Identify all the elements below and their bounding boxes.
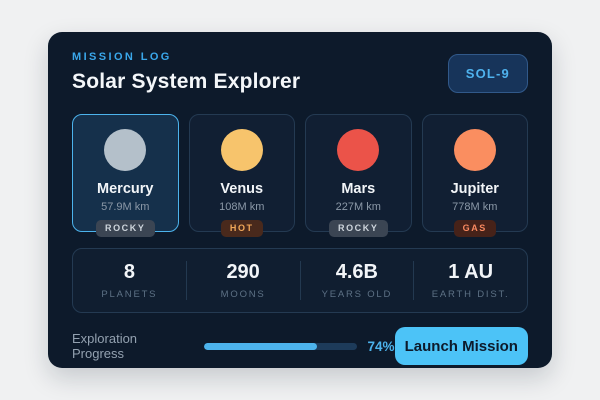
planet-card-mars[interactable]: Mars 227M km ROCKY (305, 114, 412, 237)
stat-label: YEARS OLD (321, 289, 393, 300)
header-text: MISSION LOG Solar System Explorer (72, 52, 300, 94)
launch-mission-button[interactable]: Launch Mission (394, 327, 528, 365)
planet-tag: HOT (220, 220, 263, 237)
planet-distance: 778M km (452, 201, 498, 213)
planet-distance: 227M km (335, 201, 381, 213)
card-header: MISSION LOG Solar System Explorer SOL-9 (72, 52, 528, 94)
planet-tag: GAS (453, 220, 496, 237)
planet-card-venus[interactable]: Venus 108M km HOT (188, 114, 295, 237)
progress-bar-fill (204, 342, 317, 350)
mars-planet-icon (337, 129, 380, 171)
mercury-planet-icon (104, 128, 147, 171)
planet-name: Jupiter (450, 181, 499, 197)
stats-bar: 8 PLANETS 290 MOONS 4.6B YEARS OLD 1 AU … (72, 248, 528, 313)
stat-years-old: 4.6B YEARS OLD (299, 261, 414, 300)
stat-label: EARTH DIST. (431, 289, 510, 300)
planet-name: Mercury (97, 180, 154, 197)
progress-bar (204, 342, 357, 350)
stat-moons: 290 MOONS (185, 261, 300, 300)
page-title: Solar System Explorer (72, 70, 301, 93)
stat-label: PLANETS (101, 289, 158, 300)
stat-label: MOONS (220, 289, 266, 300)
stat-planets: 8 PLANETS (73, 261, 186, 300)
planet-distance: 57.9M km (101, 200, 150, 213)
planet-card-jupiter[interactable]: Jupiter 778M km GAS (421, 114, 528, 237)
planet-tag: ROCKY (95, 219, 155, 237)
progress-label: Exploration Progress (72, 331, 138, 361)
planet-name: Mars (341, 181, 376, 197)
mission-log-card: MISSION LOG Solar System Explorer SOL-9 … (48, 32, 552, 368)
jupiter-planet-icon (453, 129, 496, 171)
planet-tag: ROCKY (328, 220, 388, 237)
planet-distance: 108M km (219, 201, 265, 213)
venus-planet-icon (220, 129, 263, 171)
stat-value: 290 (226, 261, 260, 283)
planet-name: Venus (220, 181, 264, 197)
eyebrow-label: MISSION LOG (72, 51, 172, 63)
stat-value: 1 AU (448, 261, 494, 283)
stat-earth-dist: 1 AU EARTH DIST. (413, 261, 527, 300)
progress-percent: 74% (367, 338, 395, 354)
stat-value: 8 (123, 261, 135, 283)
planet-card-mercury[interactable]: Mercury 57.9M km ROCKY (72, 114, 179, 237)
planet-card-row: Mercury 57.9M km ROCKY Venus 108M km HOT… (72, 114, 528, 237)
sol-badge: SOL-9 (447, 54, 528, 93)
footer-row: Exploration Progress 74% Launch Mission (72, 327, 528, 365)
stat-value: 4.6B (335, 261, 378, 283)
